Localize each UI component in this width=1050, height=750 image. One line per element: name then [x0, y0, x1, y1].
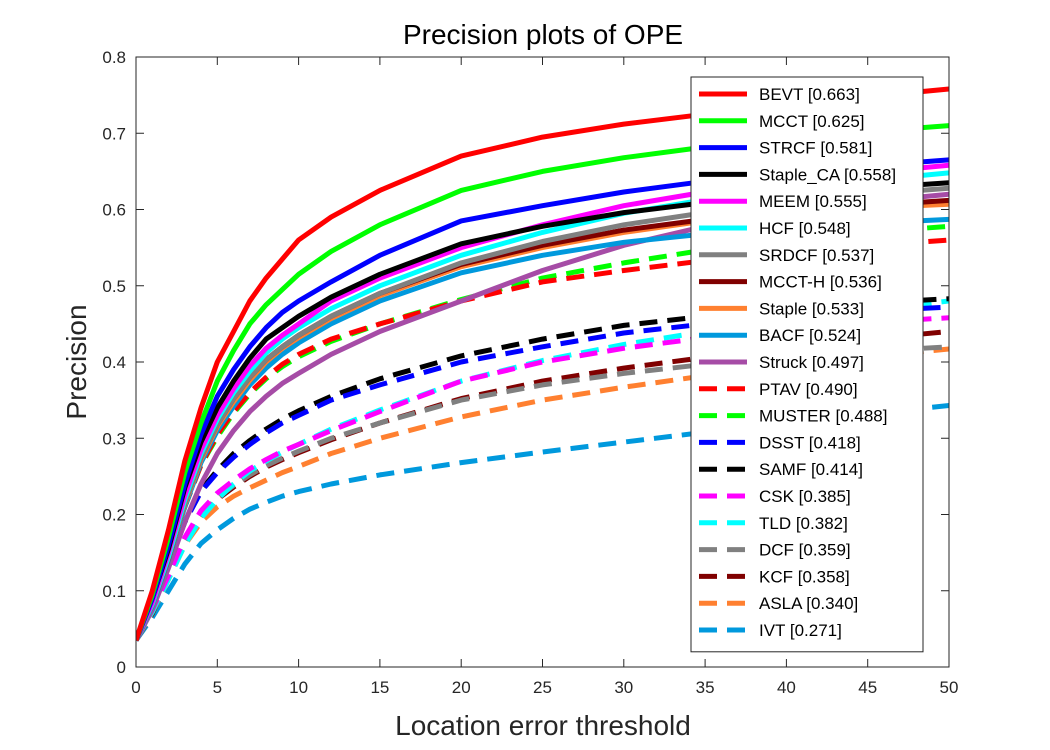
y-tick-label: 0 [117, 658, 126, 677]
x-tick-label: 20 [452, 678, 471, 697]
y-tick-label: 0.7 [102, 124, 126, 143]
legend-label: CSK [0.385] [759, 487, 851, 506]
x-tick-label: 45 [858, 678, 877, 697]
legend-label: STRCF [0.581] [759, 139, 872, 158]
y-tick-label: 0.2 [102, 506, 126, 525]
legend-label: MUSTER [0.488] [759, 407, 888, 426]
legend-label: MEEM [0.555] [759, 192, 867, 211]
legend-label: MCCT-H [0.536] [759, 273, 882, 292]
y-tick-label: 0.4 [102, 353, 126, 372]
legend-label: Staple [0.533] [759, 299, 864, 318]
x-tick-label: 30 [614, 678, 633, 697]
x-tick-label: 35 [696, 678, 715, 697]
legend-label: DSST [0.418] [759, 433, 861, 452]
legend-label: ASLA [0.340] [759, 594, 858, 613]
legend-label: HCF [0.548] [759, 219, 851, 238]
legend-label: KCF [0.358] [759, 567, 850, 586]
chart-title: Precision plots of OPE [403, 19, 683, 50]
x-tick-label: 0 [131, 678, 140, 697]
y-tick-label: 0.5 [102, 277, 126, 296]
legend: BEVT [0.663] MCCT [0.625] STRCF [0.581] Sta… [690, 76, 924, 653]
legend-label: MCCT [0.625] [759, 112, 865, 131]
y-tick-label: 0.6 [102, 201, 126, 220]
x-tick-label: 5 [213, 678, 222, 697]
y-axis-label: Precision [61, 304, 92, 419]
legend-label: SAMF [0.414] [759, 460, 863, 479]
legend-label: PTAV [0.490] [759, 380, 858, 399]
legend-label: BEVT [0.663] [759, 85, 860, 104]
x-tick-label: 10 [289, 678, 308, 697]
x-axis-label: Location error threshold [395, 710, 691, 741]
x-tick-label: 15 [370, 678, 389, 697]
y-tick-label: 0.3 [102, 429, 126, 448]
legend-label: DCF [0.359] [759, 541, 851, 560]
legend-label: SRDCF [0.537] [759, 246, 874, 265]
x-tick-label: 40 [777, 678, 796, 697]
x-tick-label: 25 [533, 678, 552, 697]
x-tick-label: 50 [940, 678, 959, 697]
legend-label: Struck [0.497] [759, 353, 864, 372]
axes: 0 5 10 15 20 25 30 35 40 45 50 0 0.1 0.2 0.3 0.4 0.5 0.6 0… [102, 48, 958, 697]
legend-label: TLD [0.382] [759, 514, 848, 533]
legend-label: Staple_CA [0.558] [759, 165, 896, 184]
legend-label: BACF [0.524] [759, 326, 861, 345]
y-tick-label: 0.8 [102, 48, 126, 67]
series-line-samf [136, 296, 949, 642]
legend-label: IVT [0.271] [759, 621, 842, 640]
y-tick-label: 0.1 [102, 582, 126, 601]
